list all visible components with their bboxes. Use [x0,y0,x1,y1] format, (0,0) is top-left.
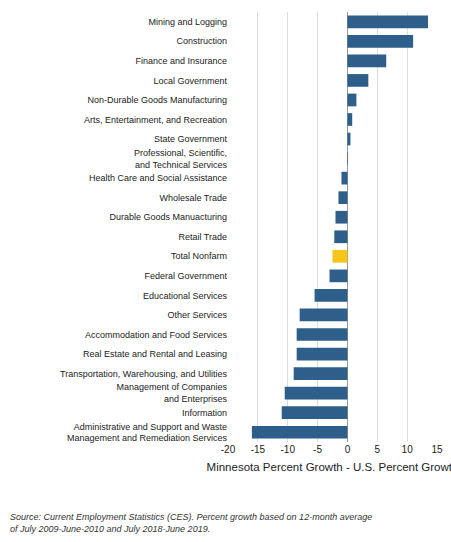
svg-text:Accommodation and Food Service: Accommodation and Food Services [85,330,228,340]
svg-text:Durable Goods Manuacturing: Durable Goods Manuacturing [109,212,227,222]
svg-text:Retail Trade: Retail Trade [178,232,227,242]
svg-text:Other Services: Other Services [167,310,227,320]
svg-text:5: 5 [375,444,381,455]
svg-text:Minnesota Percent Growth - U.S: Minnesota Percent Growth - U.S. Percent … [207,461,451,473]
svg-text:-20: -20 [221,444,236,455]
svg-text:Administrative and Support and: Administrative and Support and WasteMana… [67,422,228,444]
svg-text:Educational Services: Educational Services [143,291,228,301]
svg-text:Real Estate and Rental and Lea: Real Estate and Rental and Leasing [83,349,227,359]
svg-text:-15: -15 [251,444,266,455]
svg-text:State Government: State Government [154,134,228,144]
svg-text:Total Nonfarm: Total Nonfarm [171,251,227,261]
svg-text:Construction: Construction [176,36,227,46]
svg-text:Source: Current Employment Sta: Source: Current Employment Statistics (C… [10,512,372,534]
svg-text:Federal Government: Federal Government [144,271,227,281]
svg-text:Non-Durable Goods Manufacturin: Non-Durable Goods Manufacturing [87,95,227,105]
svg-text:0: 0 [345,444,351,455]
svg-text:Finance and Insurance: Finance and Insurance [135,56,227,66]
svg-text:Local Government: Local Government [153,76,227,86]
svg-text:Information: Information [182,408,227,418]
svg-text:Mining and Logging: Mining and Logging [148,17,227,27]
svg-text:Professional, Scientific,and T: Professional, Scientific,and Technical S… [134,148,228,170]
svg-text:Wholesale Trade: Wholesale Trade [159,193,227,203]
svg-text:Health Care and Social Assista: Health Care and Social Assistance [89,173,227,183]
svg-text:15: 15 [431,444,443,455]
svg-text:Management of Companiesand Ent: Management of Companiesand Enterprises [116,382,227,404]
svg-text:Arts, Entertainment, and Recre: Arts, Entertainment, and Recreation [84,115,227,125]
svg-text:-10: -10 [280,444,295,455]
svg-text:10: 10 [402,444,414,455]
svg-text:Transportation, Warehousing, a: Transportation, Warehousing, and Utiliti… [60,369,227,379]
svg-text:-5: -5 [313,444,322,455]
